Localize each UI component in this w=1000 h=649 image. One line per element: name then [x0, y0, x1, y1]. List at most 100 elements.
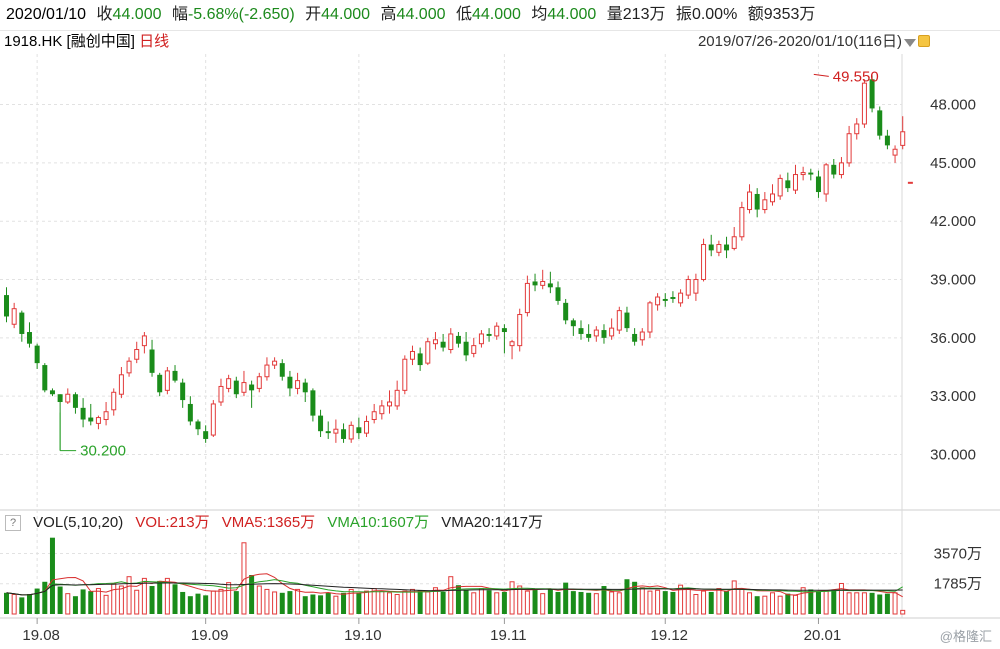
- candle-body: [747, 191, 753, 211]
- amplitude-label: 振: [675, 6, 692, 23]
- candle-body: [157, 374, 163, 393]
- volume-bar: [417, 590, 423, 614]
- help-icon[interactable]: ?: [5, 515, 21, 532]
- volume-bar: [72, 596, 78, 614]
- candle-body: [256, 376, 262, 389]
- candle-body: [233, 380, 239, 395]
- volume-bar: [540, 593, 546, 615]
- period-label[interactable]: 日线: [139, 33, 170, 50]
- candle-body: [149, 349, 155, 373]
- candle-body: [854, 123, 860, 135]
- lock-icon[interactable]: [918, 35, 930, 47]
- candle-body: [731, 236, 737, 249]
- candle-body: [632, 333, 638, 342]
- candle-body: [325, 431, 331, 434]
- candle-body: [11, 308, 17, 325]
- axis-labels: 30.000 33.000 36.000 39.000 42.000 45.000 48.0…: [22, 68, 982, 644]
- volume-bar: [157, 580, 163, 614]
- volume-bar: [662, 591, 668, 614]
- volume-bar: [371, 588, 377, 615]
- candle-body: [655, 296, 661, 306]
- candle-body: [218, 385, 224, 403]
- volume-bar: [318, 595, 324, 614]
- candle-body: [57, 394, 63, 403]
- quote-header: 2020/01/10 收44.000 幅-5.68%(-2.650) 开44.0…: [0, 0, 1000, 31]
- candle-body: [808, 172, 814, 175]
- volume-bar: [26, 593, 32, 614]
- volume-bar: [547, 589, 553, 614]
- low-label: 低: [455, 6, 472, 23]
- volume-bar: [762, 595, 768, 615]
- candle-body: [892, 148, 898, 156]
- candle-body: [295, 380, 301, 389]
- volume-bar: [800, 587, 806, 615]
- candle-body: [540, 280, 546, 286]
- candle-body: [900, 131, 906, 146]
- volume-bar: [440, 591, 446, 614]
- candle-body: [846, 133, 852, 164]
- volume-bar: [777, 595, 783, 615]
- candle-body: [547, 283, 553, 288]
- candle-body: [739, 207, 745, 238]
- volume-bar: [333, 595, 339, 615]
- candle-body: [409, 350, 415, 360]
- open-value: 44.000: [321, 6, 371, 23]
- volume-bar: [65, 593, 71, 615]
- vma20-value: VMA20:1417万: [441, 514, 543, 531]
- volume-bar: [892, 592, 898, 615]
- candle-body: [586, 333, 592, 338]
- volume-bar: [149, 586, 155, 614]
- volume-bar: [831, 589, 837, 614]
- amplitude-value: 0.00%: [691, 6, 738, 23]
- volume-bar: [578, 591, 584, 614]
- candle-body: [754, 193, 760, 210]
- volume-bar: [279, 592, 285, 614]
- volume-bar: [387, 592, 392, 615]
- range-dropdown-icon[interactable]: [904, 39, 916, 47]
- price-tick-label: 33.000: [930, 388, 976, 405]
- volume-bar: [103, 594, 109, 615]
- candle-body: [187, 403, 193, 422]
- volume-bar: [310, 594, 316, 614]
- volume-bar: [134, 589, 140, 615]
- candle-body: [861, 82, 867, 125]
- candle-body: [379, 405, 385, 415]
- time-tick-label: 19.09: [191, 627, 229, 644]
- volume-bar: [302, 596, 308, 614]
- volume-bar: [616, 592, 622, 615]
- candle-body: [241, 382, 247, 393]
- volume-bar: [448, 576, 454, 615]
- candle-body: [570, 320, 576, 327]
- candle-body: [884, 135, 890, 146]
- candle-body: [662, 298, 668, 301]
- vma5-value: VMA5:1365万: [221, 514, 316, 531]
- change-value: -5.68%(-2.650): [187, 6, 295, 23]
- candle-body: [838, 162, 844, 176]
- amount-value: 9353万: [763, 6, 816, 23]
- time-tick-label: 19.08: [22, 627, 60, 644]
- time-tick-label: 19.12: [650, 627, 688, 644]
- low-value: 44.000: [471, 6, 521, 23]
- volume-bar: [555, 591, 561, 614]
- candle-body: [478, 333, 484, 345]
- candle-body: [103, 411, 109, 421]
- volume-bar: [854, 592, 860, 615]
- volume-label: 量: [606, 6, 623, 23]
- candle-body: [792, 174, 798, 191]
- volume-tick-label: 1785万: [934, 576, 982, 593]
- volume-bar: [509, 581, 515, 615]
- candle-body: [517, 314, 523, 347]
- volume-bar: [34, 588, 40, 614]
- candle-body: [318, 415, 324, 432]
- volume-bar: [95, 588, 101, 615]
- volume-bar: [180, 591, 186, 614]
- candle-body: [126, 360, 132, 374]
- volume-bar: [838, 582, 844, 615]
- candle-body: [685, 279, 691, 296]
- volume-bar: [172, 584, 178, 614]
- volume-bar: [218, 588, 224, 615]
- candle-body: [678, 292, 684, 304]
- volume-bar: [900, 609, 906, 615]
- volume-tick-label: 3570万: [934, 545, 982, 562]
